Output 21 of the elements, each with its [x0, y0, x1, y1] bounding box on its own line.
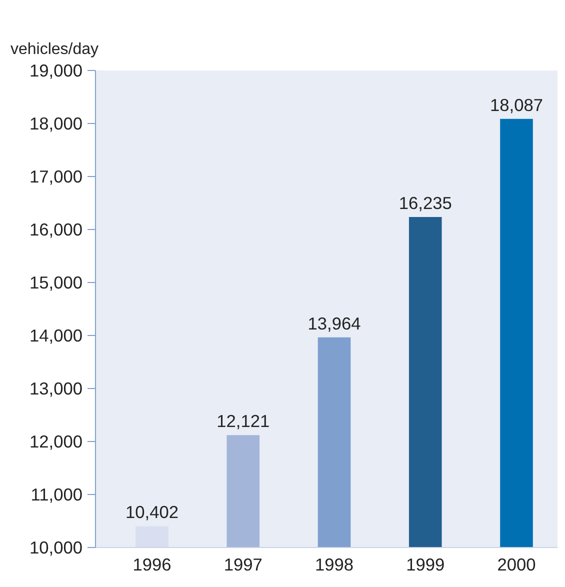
data-label: 13,964 — [308, 313, 362, 334]
y-tick-label: 12,000 — [30, 432, 82, 452]
y-tick-label: 19,000 — [30, 60, 82, 80]
y-tick-label: 18,000 — [30, 114, 82, 134]
data-label: 10,402 — [125, 502, 178, 522]
y-tick-label: 17,000 — [30, 166, 82, 186]
data-label: 18,087 — [490, 94, 543, 115]
x-tick-label: 2000 — [497, 554, 536, 574]
y-tick-label: 11,000 — [30, 484, 83, 504]
y-tick-label: 14,000 — [30, 326, 82, 346]
x-tick-label: 1998 — [314, 554, 354, 574]
y-tick-label: 16,000 — [30, 220, 82, 240]
y-tick-label: 10,000 — [30, 538, 82, 558]
data-label: 16,235 — [398, 193, 452, 214]
x-tick-label: 1996 — [132, 554, 172, 574]
y-tick-label: 13,000 — [30, 378, 82, 398]
x-tick-label: 1999 — [406, 554, 445, 574]
data-label: 12,121 — [216, 411, 270, 432]
x-tick-label: 1997 — [224, 554, 262, 574]
y-tick-label: 15,000 — [30, 272, 82, 292]
y-axis-title: vehicles/day — [10, 41, 99, 58]
